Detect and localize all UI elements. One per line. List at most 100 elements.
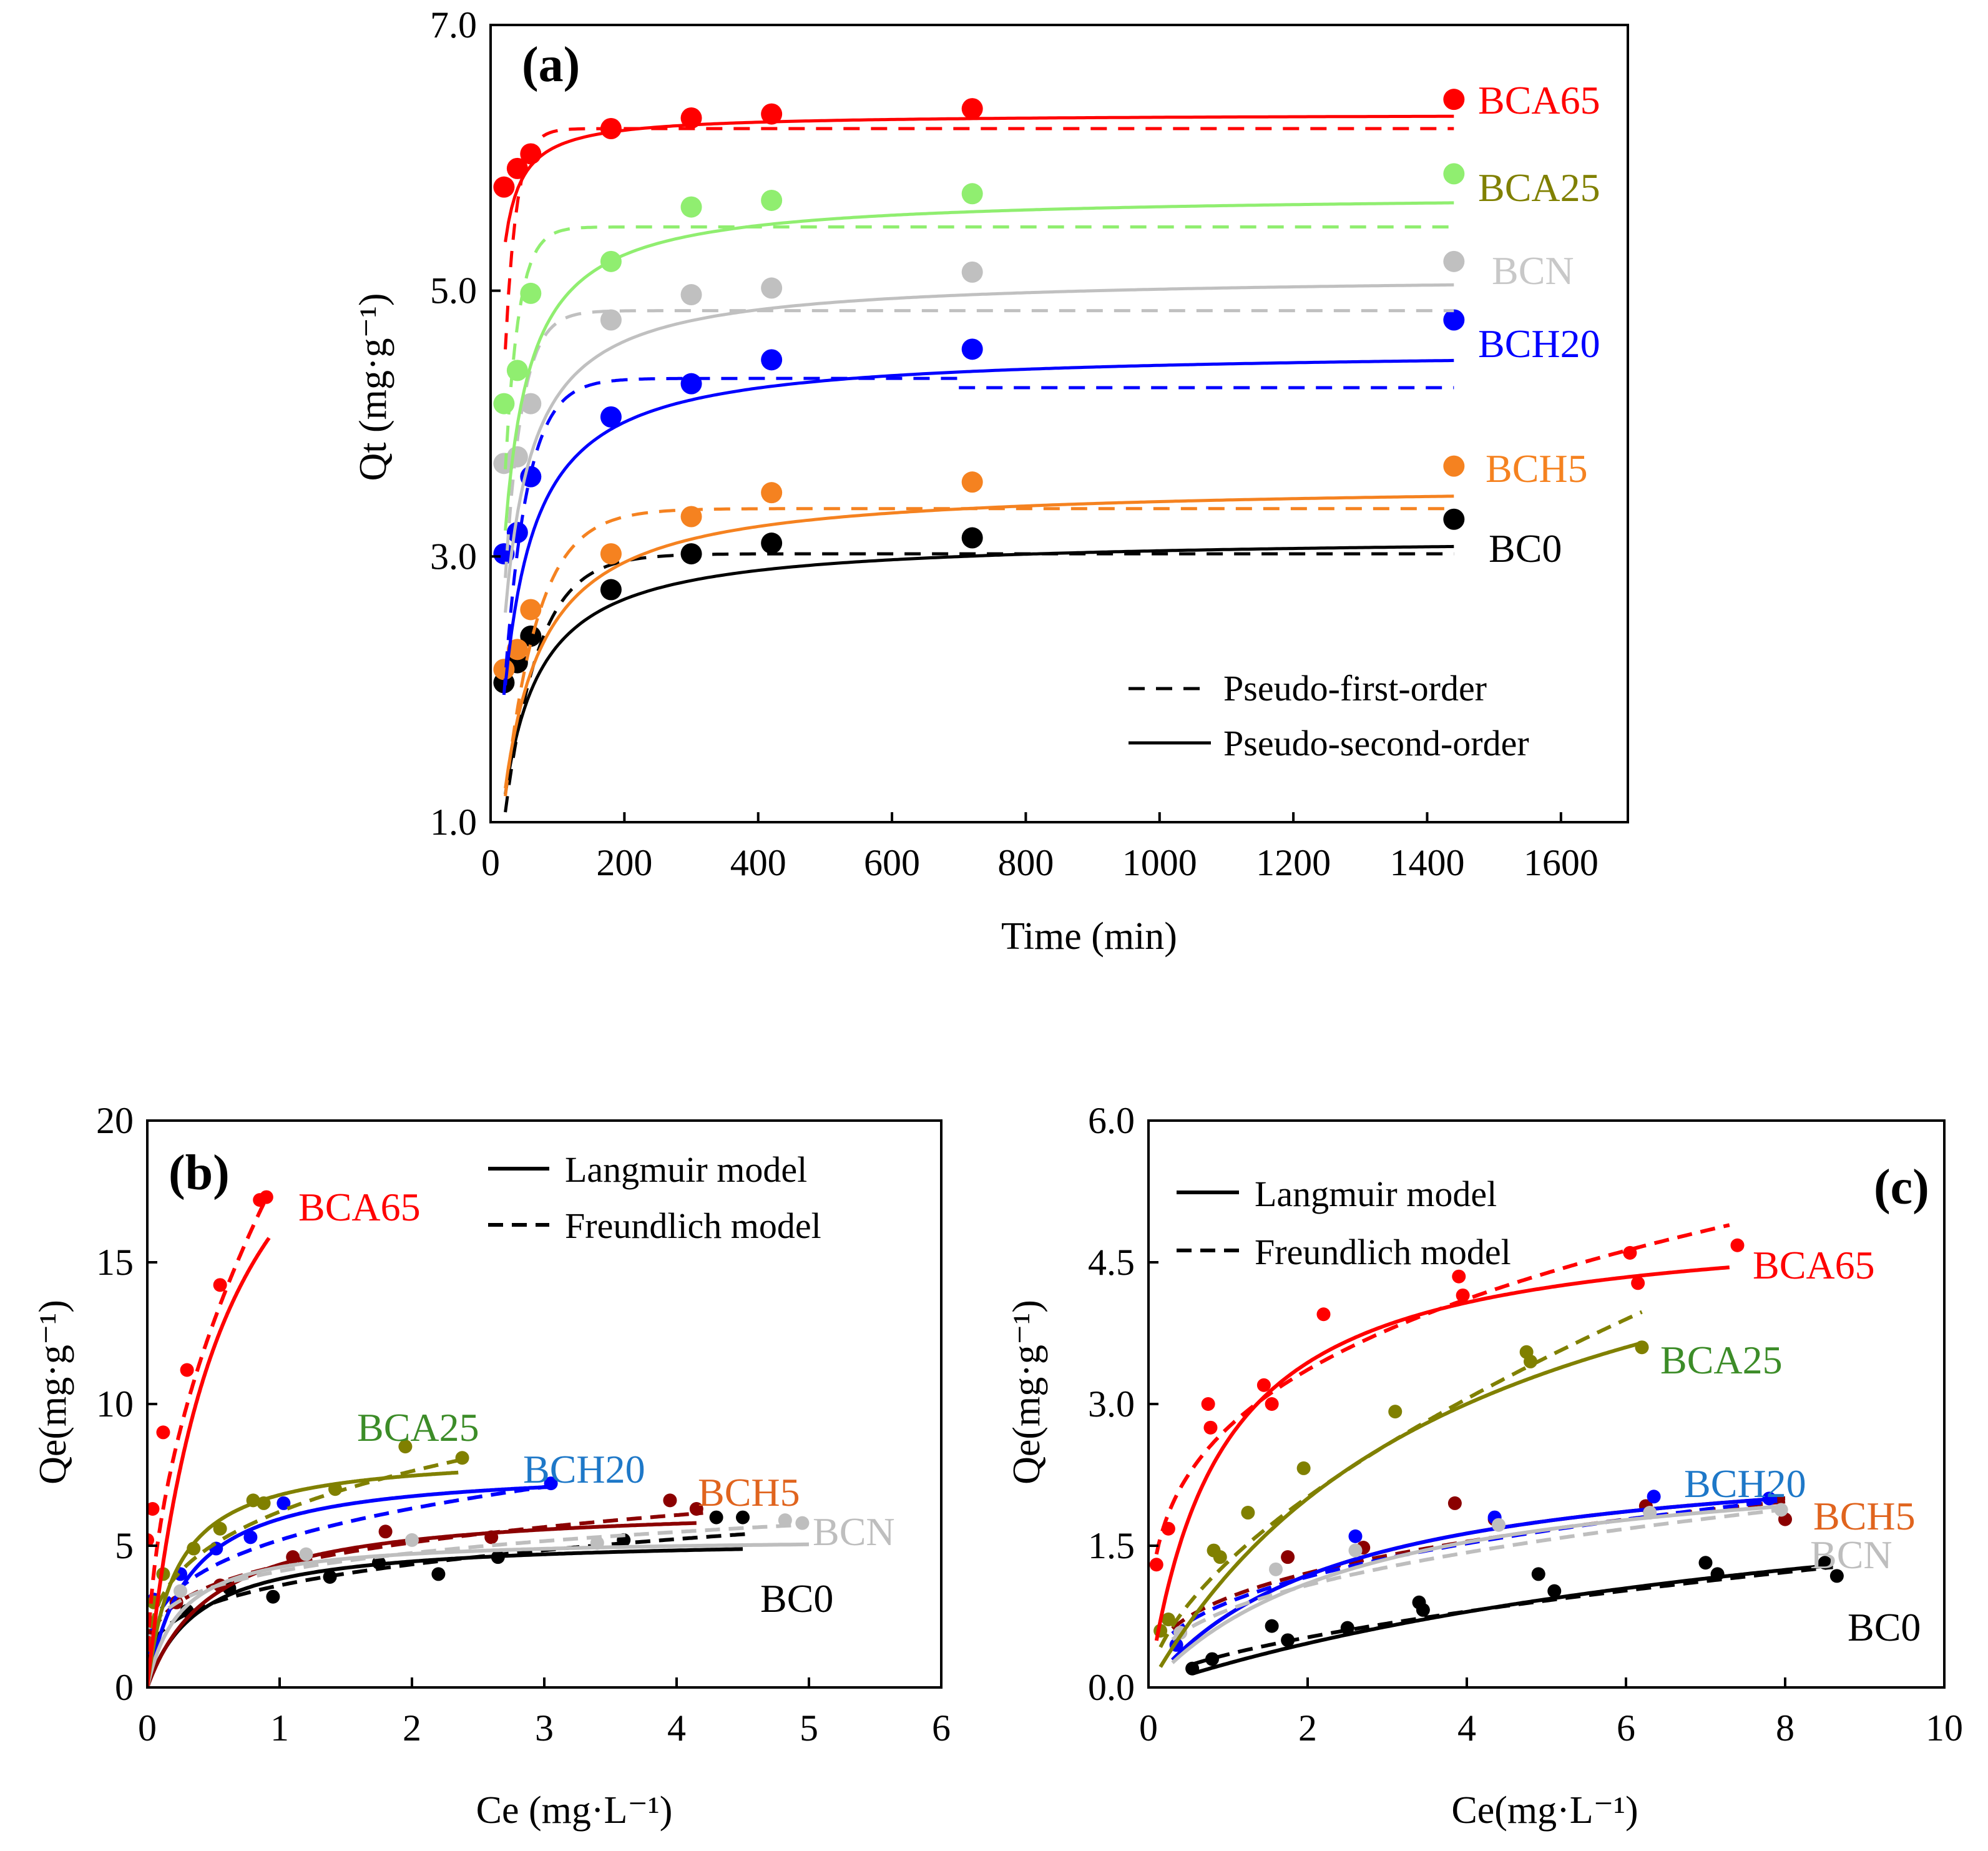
panel-a-point-BCH5 <box>761 482 783 504</box>
panel-a-x-tick-label: 800 <box>997 842 1054 883</box>
panel-a-pso-line-BCH20 <box>504 358 1454 685</box>
panel-a-point-BCA25 <box>1443 163 1465 185</box>
panel-a-y-tick-label: 5.0 <box>430 270 477 312</box>
panel-c-freundlich-line-BC0 <box>1192 1565 1833 1666</box>
panel-b-label-BCA65: BCA65 <box>298 1185 421 1229</box>
panel-b-y-tick-label: 5 <box>115 1525 134 1566</box>
panel-b-point-BCA25 <box>187 1541 201 1556</box>
panel-b-x-tick-label: 6 <box>932 1707 951 1749</box>
panel-a-point-BCA25 <box>493 393 515 415</box>
panel-c-point-BCA25 <box>1296 1461 1311 1475</box>
panel-a-point-BCA65 <box>961 98 983 120</box>
panel-b-y-tick-label: 0 <box>115 1667 134 1708</box>
panel-b-label-BCH5: BCH5 <box>698 1470 800 1515</box>
panel-a-point-BCH20 <box>680 373 702 395</box>
panel-c-point-BCA25 <box>1213 1550 1227 1564</box>
panel-c-point-BCH20 <box>1762 1491 1776 1506</box>
panel-b-point-BCA25 <box>213 1521 227 1536</box>
panel-a-y-tick-label: 1.0 <box>430 802 477 843</box>
panel-c-plot-area <box>1149 1223 1844 1676</box>
panel-a-point-BCA25 <box>680 196 702 218</box>
panel-b-ticks: 0 1 2 3 4 5 6 0 5 10 15 20 <box>96 1100 951 1749</box>
panel-a-pfo-line-BCH5 <box>504 507 1454 797</box>
panel-a-point-BCA25 <box>506 360 528 381</box>
panel-c-point-BCA65 <box>1265 1397 1279 1411</box>
panel-a-point-BC0 <box>1443 508 1465 530</box>
panel-a-pso-line-BCN <box>504 283 1454 613</box>
panel-a-x-tick-label: 200 <box>596 842 652 883</box>
panel-c-label-BCH5: BCH5 <box>1813 1494 1916 1538</box>
panel-b-point-BCA65 <box>213 1278 227 1292</box>
panel-a-label-BCH20: BCH20 <box>1478 322 1600 366</box>
panel-a-legend-pfo-label: Pseudo-first-order <box>1223 668 1487 709</box>
panel-b-point-BCH5 <box>484 1530 499 1544</box>
panel-b-langmuir-line-BCA25 <box>147 1470 459 1687</box>
panel-a-y-tick-label: 7.0 <box>430 4 477 46</box>
panel-b-x-tick-label: 1 <box>270 1707 289 1749</box>
panel-a-point-BCA25 <box>761 189 783 211</box>
panel-a-point-BCA65 <box>506 157 528 179</box>
panel-c-y-tick-label: 4.5 <box>1088 1242 1135 1283</box>
panel-a-x-axis-title: Time (min) <box>1001 915 1177 958</box>
panel-b-point-BC0 <box>736 1510 750 1524</box>
panel-a-point-BCA65 <box>761 103 783 125</box>
panel-a-point-BCA25 <box>520 282 542 304</box>
panel-b-y-tick-label: 20 <box>96 1100 134 1141</box>
panel-a-point-BCH5 <box>600 543 622 565</box>
panel-a-point-BCH5 <box>506 639 528 660</box>
panel-c-legend-langmuir-label: Langmuir model <box>1255 1174 1497 1214</box>
panel-c-point-BCN <box>1348 1543 1363 1558</box>
panel-a-x-tick-label: 600 <box>864 842 920 883</box>
panel-a-label-BCA65: BCA65 <box>1478 78 1600 122</box>
panel-c-point-BCA25 <box>1161 1613 1175 1627</box>
panel-b-point-BC0 <box>491 1550 505 1564</box>
panel-b-legend-freundlich-label: Freundlich model <box>565 1205 821 1246</box>
panel-a-point-BCN <box>761 277 783 299</box>
panel-a-point-BC0 <box>600 579 622 601</box>
panel-a-pso-line-BCA25 <box>504 201 1454 531</box>
panel-b-point-BCA65 <box>156 1425 170 1440</box>
panel-b-point-BCN <box>778 1513 792 1528</box>
panel-b-point-BC0 <box>266 1589 280 1604</box>
panel-b-isotherm-chart: 0 1 2 3 4 5 6 0 5 10 15 20 (b) Ce (mg·L⁻¹) Qe(mg·g⁻… <box>32 1100 951 1832</box>
panel-a-x-tick-label: 1000 <box>1122 842 1197 883</box>
panel-c-point-BC0 <box>1416 1603 1430 1617</box>
panel-b-langmuir-line-BCA65 <box>147 1237 271 1687</box>
panel-b-label-BCH20: BCH20 <box>523 1447 645 1491</box>
panel-b-point-BCN <box>795 1516 810 1530</box>
panel-b-langmuir-line-BC0 <box>147 1547 743 1687</box>
panel-b-freundlich-line-BCN <box>147 1523 803 1650</box>
panel-b-freundlich-line-BCA25 <box>147 1457 466 1652</box>
panel-b-point-BCN <box>590 1536 604 1550</box>
panel-c-y-tick-label: 6.0 <box>1088 1100 1135 1141</box>
panel-a-kinetics-chart: 0 200 400 600 800 1000 1200 1400 1600 1.0 3.0 5.0 7.… <box>352 4 1629 958</box>
panel-b-point-BCH20 <box>209 1541 223 1556</box>
panel-b-point-BCH5 <box>663 1493 677 1508</box>
panel-c-x-tick-label: 10 <box>1926 1707 1963 1749</box>
panel-c-x-tick-label: 2 <box>1298 1707 1317 1749</box>
panel-a-pso-line-BCH5 <box>504 494 1454 789</box>
panel-a-x-tick-label: 1600 <box>1524 842 1599 883</box>
panel-b-point-BCA65 <box>147 1533 154 1547</box>
panel-c-point-BCA25 <box>1635 1340 1649 1355</box>
panel-a-pso-line-BC0 <box>504 544 1454 795</box>
panel-a-point-BCN <box>520 393 542 415</box>
panel-c-legend: Langmuir model Freundlich model <box>1177 1174 1511 1272</box>
panel-a-label-BCH5: BCH5 <box>1486 446 1588 491</box>
panel-c-label-BCH20: BCH20 <box>1684 1461 1806 1506</box>
panel-b-point-BCA25 <box>398 1440 413 1454</box>
panel-b-point-BCA25 <box>246 1493 260 1508</box>
panel-c-point-BCA65 <box>1730 1238 1745 1252</box>
panel-c-point-BCA65 <box>1203 1420 1218 1435</box>
panel-c-point-BCN <box>1643 1506 1657 1520</box>
panel-b-point-BCH5 <box>378 1524 393 1539</box>
panel-a-point-BCA25 <box>961 183 983 205</box>
panel-a-label-BCA25: BCA25 <box>1478 165 1600 210</box>
panel-b-x-tick-label: 5 <box>800 1707 818 1749</box>
panel-c-point-BCN <box>1774 1503 1788 1517</box>
panel-b-x-axis-title: Ce (mg·L⁻¹) <box>476 1789 673 1832</box>
panel-c-x-tick-label: 6 <box>1617 1707 1635 1749</box>
panel-c-point-BC0 <box>1281 1633 1295 1647</box>
panel-c-langmuir-line-BCN <box>1171 1504 1786 1664</box>
panel-a-pfo-line-BCA65 <box>504 127 1454 350</box>
